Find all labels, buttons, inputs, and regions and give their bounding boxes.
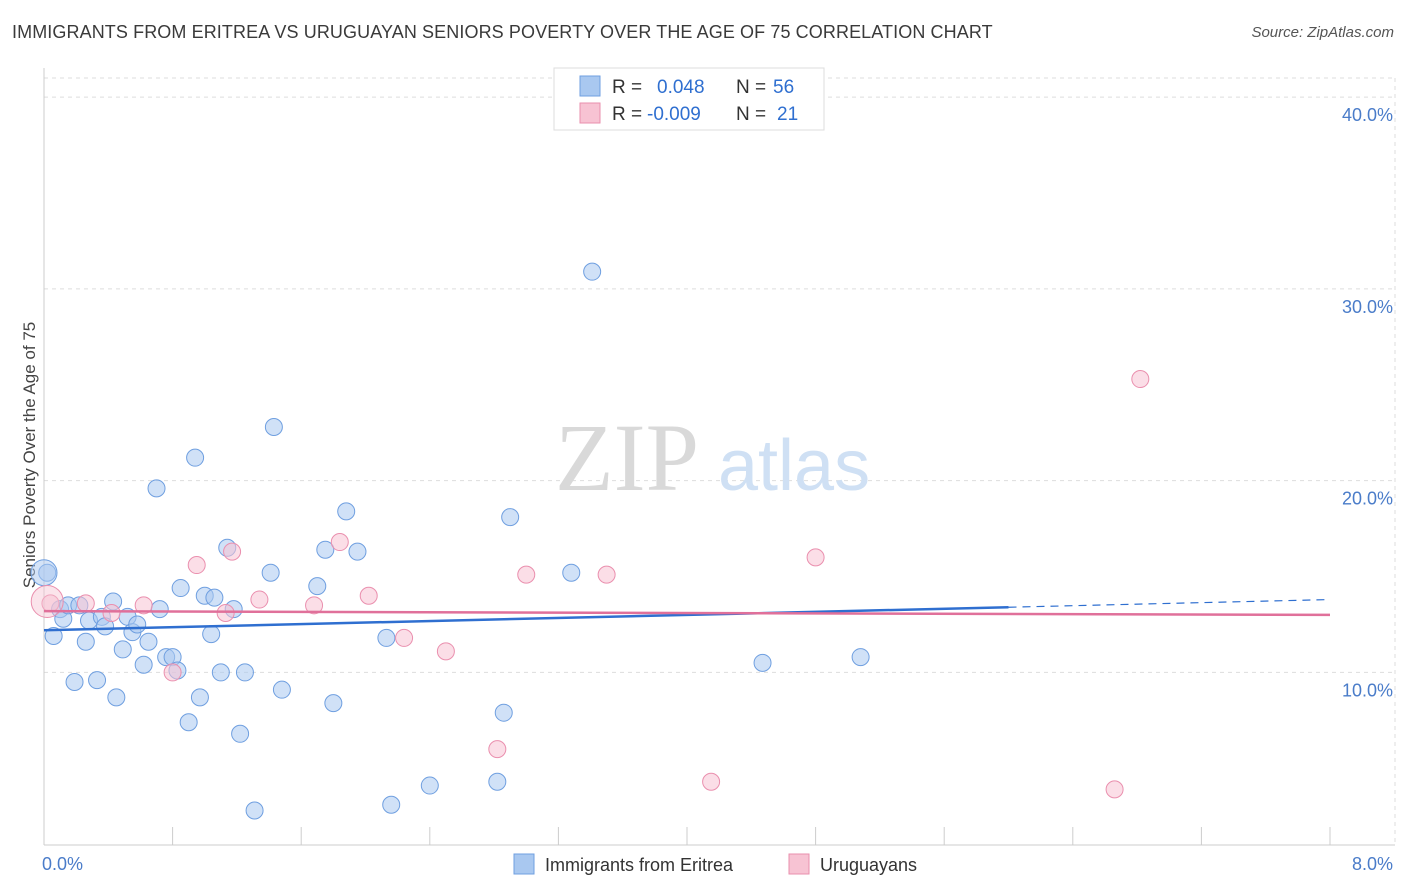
y-tick-label-0: 10.0% [1342,680,1393,700]
point-eritrea-50 [494,703,513,722]
point-eritrea-54 [753,653,772,672]
point-eritrea-25 [171,579,190,598]
point-uruguayans-3 [134,596,153,615]
series-legend-swatch-uruguayans [788,853,810,875]
point-uruguayans-2 [102,603,121,622]
legend-swatch-eritrea [579,75,601,97]
point-uruguayans-20 [1131,370,1150,389]
point-uruguayans-17 [702,772,721,791]
watermark: ZIP atlas [555,404,870,511]
point-uruguayans-cluster [30,584,64,618]
point-eritrea-48 [420,776,439,795]
y-tick-label-2: 30.0% [1342,297,1393,317]
trend-line-eritrea [43,605,1009,632]
point-eritrea-45 [348,542,367,561]
chart-title: IMMIGRANTS FROM ERITREA VS URUGUAYAN SEN… [12,22,993,42]
point-uruguayans-16 [597,565,616,584]
point-eritrea-37 [245,801,264,820]
point-uruguayans-5 [187,556,206,575]
watermark-zip: ZIP [555,404,699,511]
legend-n-label-uruguayans: N = [736,104,766,125]
watermark-atlas: atlas [718,426,870,506]
legend-r-label-eritrea: R = [612,77,642,98]
point-eritrea-31 [205,588,224,607]
point-eritrea-14 [113,640,132,659]
point-uruguayans-11 [359,586,378,605]
point-uruguayans-10 [330,533,349,552]
point-eritrea-19 [139,632,158,651]
series-legend-swatch-eritrea [513,853,535,875]
series-legend-label-eritrea: Immigrants from Eritrea [545,855,734,875]
legend-n-label-eritrea: N = [736,77,766,98]
point-eritrea-53 [583,262,602,281]
x-tick-label-0: 0.0% [42,854,83,874]
point-uruguayans-13 [436,642,455,661]
point-eritrea-38 [261,563,280,582]
point-eritrea-40 [272,680,291,699]
trend-line-uruguayans [43,609,1331,617]
point-uruguayans-12 [395,628,414,647]
legend-r-label-uruguayans: R = [612,104,642,125]
point-uruguayans-7 [223,542,242,561]
point-eritrea-30 [202,625,221,644]
point-eritrea-cluster [30,559,58,587]
stats-legend: R = 0.048 N = 56 R = -0.009 N = 21 [553,67,825,131]
point-eritrea-27 [186,448,205,467]
point-eritrea-35 [231,724,250,743]
point-eritrea-41 [308,577,327,596]
point-eritrea-7 [76,632,95,651]
point-eritrea-51 [501,508,520,527]
point-eritrea-39 [264,417,283,436]
legend-r-value-eritrea: 0.048 [657,77,705,98]
point-uruguayans-19 [1105,780,1124,799]
x-tick-label-1: 8.0% [1352,854,1393,874]
point-eritrea-26 [179,713,198,732]
point-eritrea-55 [851,648,870,667]
chart-source: Source: ZipAtlas.com [1251,24,1394,41]
point-eritrea-21 [150,600,169,619]
point-eritrea-44 [337,502,356,521]
point-eritrea-18 [134,655,153,674]
trend-line-eritrea-extension [1008,598,1331,608]
point-eritrea-43 [324,694,343,713]
data-points [30,262,1150,820]
point-eritrea-49 [488,772,507,791]
legend-swatch-uruguayans [579,102,601,124]
point-uruguayans-15 [517,565,536,584]
point-eritrea-17 [128,615,147,634]
point-eritrea-5 [65,673,84,692]
point-uruguayans-6 [216,603,235,622]
point-eritrea-28 [190,688,209,707]
trend-lines [43,598,1331,632]
point-uruguayans-9 [305,596,324,615]
point-eritrea-46 [377,628,396,647]
legend-n-value-uruguayans: 21 [777,104,798,125]
point-eritrea-9 [88,671,107,690]
point-eritrea-20 [147,479,166,498]
series-legend-label-uruguayans: Uruguayans [820,855,917,875]
y-tick-label-1: 20.0% [1342,489,1393,509]
point-uruguayans-1 [76,594,95,613]
point-eritrea-36 [235,663,254,682]
legend-r-value-uruguayans: -0.009 [647,104,701,125]
point-uruguayans-14 [488,740,507,759]
axes [43,68,1395,846]
point-eritrea-32 [211,663,230,682]
legend-n-value-eritrea: 56 [773,77,794,98]
point-uruguayans-18 [806,548,825,567]
y-tick-label-3: 40.0% [1342,105,1393,125]
point-uruguayans-8 [250,590,269,609]
point-eritrea-13 [107,688,126,707]
series-legend: Immigrants from Eritrea Uruguayans [513,853,917,875]
point-eritrea-42 [316,540,335,559]
point-uruguayans-4 [163,663,182,682]
point-eritrea-52 [562,563,581,582]
point-eritrea-1 [44,626,63,645]
point-eritrea-47 [382,795,401,814]
y-tick-labels: 10.0% 20.0% 30.0% 40.0% [1342,105,1393,700]
x-tick-labels: 0.0% 8.0% [42,854,1393,874]
